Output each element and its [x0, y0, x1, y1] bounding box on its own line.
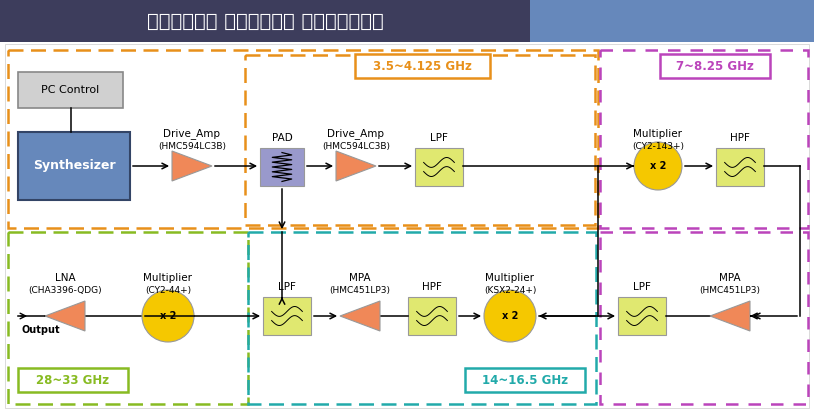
Circle shape [634, 142, 682, 190]
Bar [18, 368, 128, 392]
Bar [415, 148, 463, 186]
Text: 3.5~4.125 GHz: 3.5~4.125 GHz [373, 59, 471, 73]
Text: (CHA3396-QDG): (CHA3396-QDG) [28, 285, 102, 294]
Bar [263, 297, 311, 335]
Text: (HMC451LP3): (HMC451LP3) [330, 285, 391, 294]
Bar [18, 72, 123, 108]
Text: 국부발진기용 주파수합성기 블록다이어그램: 국부발진기용 주파수합성기 블록다이어그램 [147, 12, 383, 31]
Bar [355, 54, 490, 78]
Bar [18, 132, 130, 200]
Text: Drive_Amp: Drive_Amp [164, 128, 221, 140]
Bar [5, 44, 809, 408]
Polygon shape [45, 301, 85, 331]
Text: 28~33 GHz: 28~33 GHz [37, 373, 110, 387]
Text: (HMC451LP3): (HMC451LP3) [699, 285, 760, 294]
Bar [0, 0, 530, 42]
Text: HPF: HPF [422, 282, 442, 292]
Text: (KSX2-24+): (KSX2-24+) [484, 285, 536, 294]
Circle shape [142, 290, 194, 342]
Text: (CY2-44+): (CY2-44+) [145, 285, 191, 294]
Text: Drive_Amp: Drive_Amp [327, 128, 384, 140]
Bar [8, 232, 248, 404]
Text: Multiplier: Multiplier [143, 273, 192, 283]
Text: LPF: LPF [633, 282, 651, 292]
Bar [245, 55, 595, 225]
Polygon shape [172, 151, 212, 181]
Circle shape [484, 290, 536, 342]
Text: LPF: LPF [430, 133, 448, 143]
Text: LNA: LNA [55, 273, 76, 283]
Text: Synthesizer: Synthesizer [33, 159, 116, 173]
Text: LPF: LPF [278, 282, 296, 292]
Text: (HMC594LC3B): (HMC594LC3B) [322, 142, 390, 150]
Text: PAD: PAD [272, 133, 292, 143]
Text: 7~8.25 GHz: 7~8.25 GHz [676, 59, 754, 73]
Text: MPA: MPA [720, 273, 741, 283]
Text: HPF: HPF [730, 133, 750, 143]
Bar [248, 232, 596, 404]
Bar [660, 54, 770, 78]
Bar [618, 297, 666, 335]
Bar [600, 232, 808, 404]
Text: (CY2-143+): (CY2-143+) [632, 142, 684, 150]
Text: Multiplier: Multiplier [485, 273, 535, 283]
Text: x 2: x 2 [501, 311, 519, 321]
Bar [0, 0, 814, 42]
Bar [465, 368, 585, 392]
Text: Multiplier: Multiplier [633, 129, 682, 139]
Text: Output: Output [22, 325, 60, 335]
Bar [600, 50, 808, 228]
Text: x 2: x 2 [650, 161, 666, 171]
Text: x 2: x 2 [160, 311, 176, 321]
Polygon shape [336, 151, 376, 181]
Bar [260, 148, 304, 186]
Bar [716, 148, 764, 186]
Text: PC Control: PC Control [42, 85, 99, 95]
Bar [408, 297, 456, 335]
Polygon shape [710, 301, 750, 331]
Polygon shape [340, 301, 380, 331]
Bar [8, 50, 598, 228]
Text: 14~16.5 GHz: 14~16.5 GHz [482, 373, 568, 387]
Text: MPA: MPA [349, 273, 371, 283]
Text: (HMC594LC3B): (HMC594LC3B) [158, 142, 226, 150]
